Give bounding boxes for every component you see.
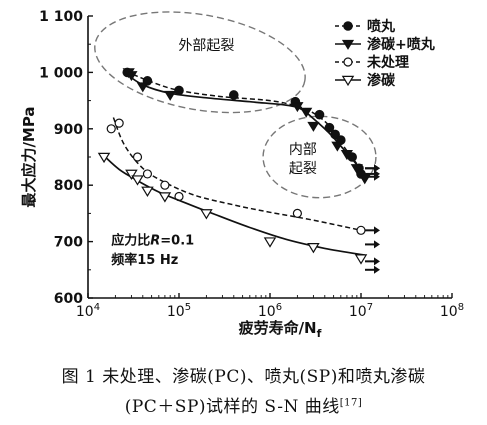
chart-area: 600 700 800 900 1 000 1 100 104 105 106 107 108 疲劳寿… — [20, 9, 464, 340]
runout-arrow-head — [374, 240, 380, 249]
legend-marker — [343, 57, 353, 67]
legend-label: 渗碳+喷丸 — [367, 36, 436, 53]
annotation-text: 内部 — [289, 142, 317, 158]
data-point — [132, 152, 143, 162]
x-axis-label: 疲劳寿命/Nf — [239, 319, 322, 340]
y-tick-label: 1 000 — [39, 65, 83, 81]
data-point — [141, 186, 154, 197]
annotation-text: 应力比R=0.1 — [111, 232, 194, 248]
runout-arrow-head — [374, 265, 380, 274]
x-tick-label: 105 — [167, 302, 191, 320]
figure-caption-line2: (PC＋SP)试样的 S-N 曲线[17] — [0, 392, 487, 417]
data-point — [125, 169, 138, 181]
caption-text-2: (PC＋SP)试样的 S-N 曲线 — [124, 397, 340, 417]
series-curve — [103, 155, 365, 256]
y-tick-label: 1 100 — [39, 9, 83, 25]
legend-marker — [341, 39, 355, 50]
data-point — [324, 122, 335, 133]
data-point — [164, 90, 177, 101]
y-tick-label: 700 — [54, 235, 83, 251]
annotation-text: 外部起裂 — [178, 38, 234, 54]
data-point — [300, 107, 313, 118]
runout-arrow-head — [374, 172, 380, 181]
y-axis-label: 最大应力/MPa — [20, 106, 38, 207]
y-tick-label: 600 — [54, 291, 83, 307]
data-point — [114, 118, 124, 128]
data-point — [97, 152, 111, 164]
caption-ref: [17] — [339, 397, 363, 409]
data-point — [136, 82, 149, 93]
data-point — [158, 192, 172, 203]
legend-label: 渗碳 — [367, 72, 396, 89]
data-point — [131, 175, 144, 186]
series-1 — [122, 68, 380, 185]
runout-arrow-head — [374, 226, 380, 235]
y-tick-label: 900 — [54, 122, 83, 138]
x-tick-label: 108 — [440, 302, 464, 320]
x-tick-label: 106 — [258, 302, 282, 320]
ellipse-external-crack — [94, 11, 306, 114]
figure-caption-line1: 图 1 未处理、渗碳(PC)、喷丸(SP)和喷丸渗碳 — [0, 362, 487, 387]
data-point — [356, 225, 366, 235]
caption-text-1: 图 1 未处理、渗碳(PC)、喷丸(SP)和喷丸渗碳 — [61, 367, 426, 387]
series-0 — [122, 67, 380, 179]
legend-label: 喷丸 — [367, 18, 396, 35]
data-point — [331, 141, 344, 152]
data-point — [307, 121, 320, 132]
data-point — [292, 208, 302, 218]
data-point — [263, 237, 277, 248]
ellipse-internal-crack — [262, 115, 377, 199]
series-curve — [112, 117, 362, 232]
legend-marker — [341, 75, 355, 87]
data-point — [200, 209, 213, 220]
data-point — [291, 102, 304, 113]
data-point — [142, 169, 153, 179]
annotation-text: 起裂 — [289, 161, 317, 177]
sn-curve-chart: 600 700 800 900 1 000 1 100 104 105 106 107 108 疲劳寿… — [20, 9, 464, 340]
x-tick-label: 107 — [349, 302, 373, 320]
data-point — [307, 243, 320, 254]
legend-label: 未处理 — [367, 54, 409, 71]
annotation-text: 频率15 Hz — [111, 252, 178, 268]
data-point — [314, 109, 325, 120]
data-point — [125, 71, 138, 82]
data-point — [340, 150, 353, 161]
runout-arrow-head — [374, 257, 380, 266]
data-point — [228, 90, 239, 100]
x-tick-label: 104 — [76, 302, 100, 320]
legend-marker — [343, 21, 353, 31]
series-3 — [97, 152, 380, 274]
series-2 — [106, 117, 380, 249]
data-point — [106, 124, 116, 134]
y-tick-label: 800 — [54, 178, 83, 194]
data-point — [350, 164, 363, 175]
data-point — [354, 254, 368, 265]
runout-arrow-head — [374, 164, 380, 173]
data-point — [160, 180, 170, 190]
